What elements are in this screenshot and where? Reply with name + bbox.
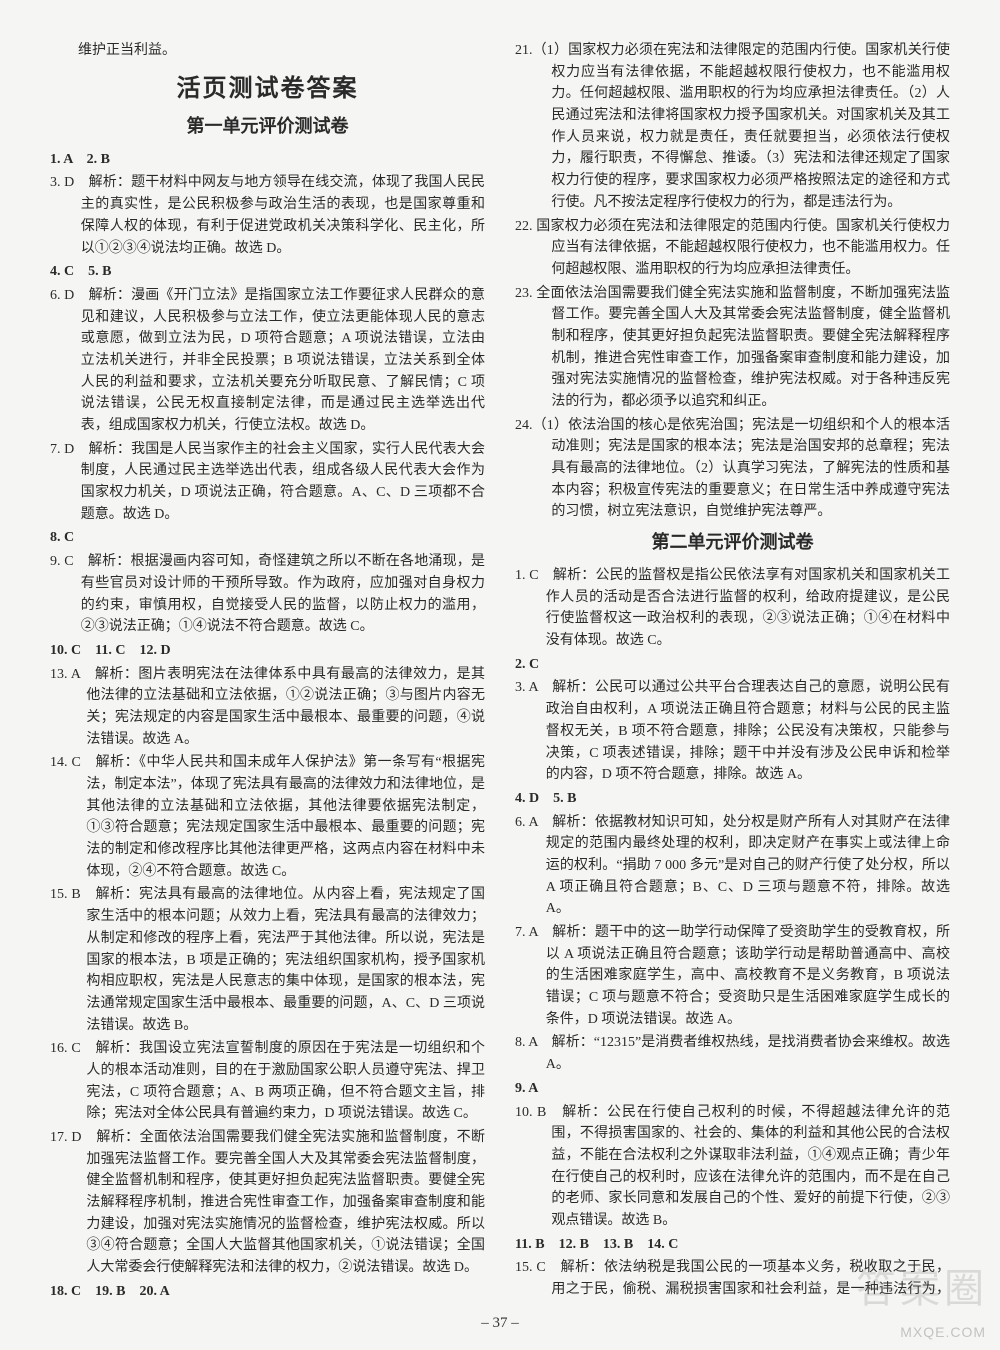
answer-item: 9. C 解析：根据漫画内容可知，奇怪建筑之所以不断在各地涌现，是有些官员对设计… [50, 551, 485, 638]
answer-item: 17. D 解析：全面依法治国需要我们健全宪法实施和监督制度，不断加强宪法监督工… [50, 1127, 485, 1279]
page-content: 维护正当利益。 活页测试卷答案 第一单元评价测试卷 1. A 2. B3. D … [0, 0, 1000, 1350]
answer-item: 3. A 解析：公民可以通过公共平台合理表达自己的意愿，说明公民有政治自由权利，… [515, 677, 950, 785]
answer-item: 7. A 解析：题干中的这一助学行动保障了受资助学生的受教育权，所以 A 项说法… [515, 922, 950, 1030]
answer-item: 10. B 解析：公民在行使自己权利的时候，不得超越法律允许的范围，不得损害国家… [515, 1102, 950, 1232]
answer-item: 8. C [50, 527, 485, 549]
answer-item: 15. B 解析：宪法具有最高的法律地位。从内容上看，宪法规定了国家生活中的根本… [50, 884, 485, 1036]
answer-item: 10. C 11. C 12. D [50, 640, 485, 662]
main-title: 活页测试卷答案 [50, 70, 485, 107]
answer-item: 18. C 19. B 20. A [50, 1281, 485, 1303]
page-number: – 37 – [0, 1315, 1000, 1332]
answer-item: 8. A 解析：“12315”是消费者维权热线，是找消费者协会来维权。故选 A。 [515, 1032, 950, 1075]
answer-item: 2. C [515, 654, 950, 676]
answer-item: 1. C 解析：公民的监督权是指公民依法享有对国家机关和国家机关工作人员的活动是… [515, 565, 950, 652]
answer-item: 1. A 2. B [50, 149, 485, 171]
answer-item: 22. 国家权力必须在宪法和法律限定的范围内行使。国家机关行使权力应当有法律依据… [515, 216, 950, 281]
answer-item: 4. C 5. B [50, 261, 485, 283]
answer-item: 7. D 解析：我国是人民当家作主的社会主义国家，实行人民代表大会制度，人民通过… [50, 439, 485, 526]
unit1-title: 第一单元评价测试卷 [50, 113, 485, 141]
pre-line: 维护正当利益。 [50, 40, 485, 62]
answer-item: 11. B 12. B 13. B 14. C [515, 1234, 950, 1256]
answer-item: 21.（1）国家权力必须在宪法和法律限定的范围内行使。国家机关行使权力应当有法律… [515, 40, 950, 214]
unit2-title: 第二单元评价测试卷 [515, 529, 950, 557]
answer-item: 9. A [515, 1078, 950, 1100]
answer-item: 23. 全面依法治国需要我们健全宪法实施和监督制度，不断加强宪法监督工作。要完善… [515, 283, 950, 413]
answer-item: 4. D 5. B [515, 788, 950, 810]
answer-item: 24.（1）依法治国的核心是依宪治国；宪法是一切组织和个人的根本活动准则；宪法是… [515, 415, 950, 523]
answer-item: 6. A 解析：依据教材知识可知，处分权是财产所有人对其财产在法律规定的范围内最… [515, 812, 950, 920]
answer-item: 13. A 解析：图片表明宪法在法律体系中具有最高的法律效力，是其他法律的立法基… [50, 664, 485, 751]
answer-item: 14. C 解析：《中华人民共和国未成年人保护法》第一条写有“根据宪法，制定本法… [50, 752, 485, 882]
answer-item: 16. C 解析：我国设立宪法宣誓制度的原因在于宪法是一切组织和个人的根本活动准… [50, 1038, 485, 1125]
answer-item: 3. D 解析：题干材料中网友与地方领导在线交流，体现了我国人民民主的真实性，是… [50, 172, 485, 259]
answer-item: 6. D 解析：漫画《开门立法》是指国家立法工作要征求人民群众的意见和建议，人民… [50, 285, 485, 437]
